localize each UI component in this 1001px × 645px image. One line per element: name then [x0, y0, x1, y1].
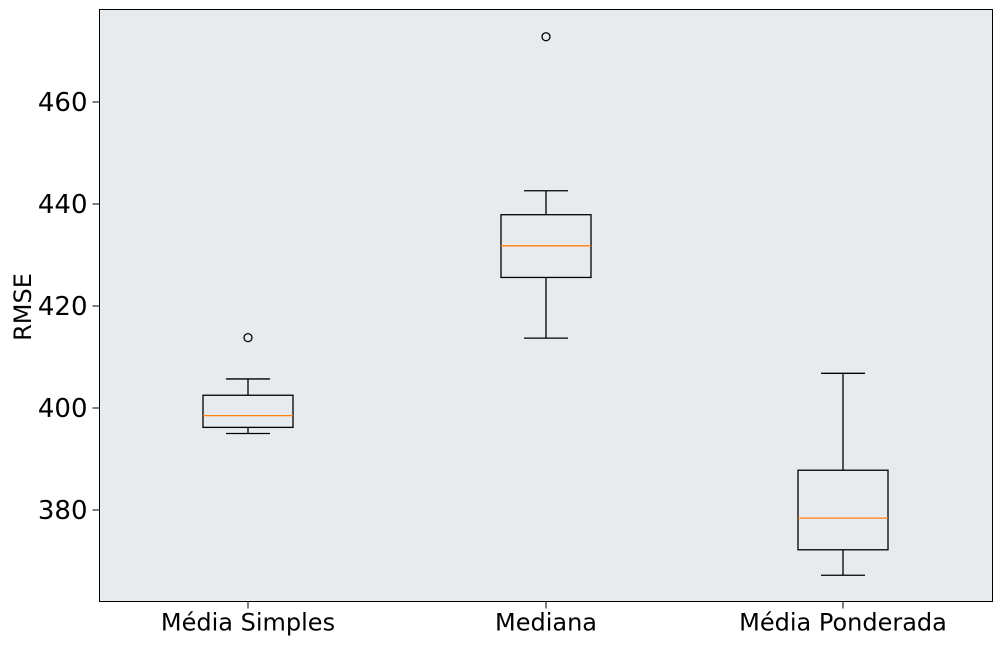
outlier-point	[243, 332, 253, 343]
y-tick-label: 440	[38, 190, 88, 220]
x-tick-label: Média Simples	[161, 609, 335, 637]
y-axis: 380 400 420 440 460	[38, 88, 100, 526]
y-tick-label: 400	[38, 394, 88, 424]
y-tick-label: 380	[38, 496, 88, 526]
box-group	[500, 32, 592, 339]
x-tick-label: Média Ponderada	[739, 609, 947, 637]
y-tick-label: 420	[38, 292, 88, 322]
outlier-point	[541, 32, 551, 42]
box-iqr	[797, 469, 889, 551]
box-group	[797, 372, 889, 576]
y-axis-label: RMSE	[9, 273, 37, 341]
x-tick-label: Mediana	[495, 609, 597, 637]
x-axis: Média Simples Mediana Média Ponderada	[161, 601, 947, 637]
boxes-layer	[202, 32, 889, 576]
box-group	[202, 332, 294, 435]
box-iqr	[202, 394, 294, 429]
y-tick-label: 460	[38, 88, 88, 118]
